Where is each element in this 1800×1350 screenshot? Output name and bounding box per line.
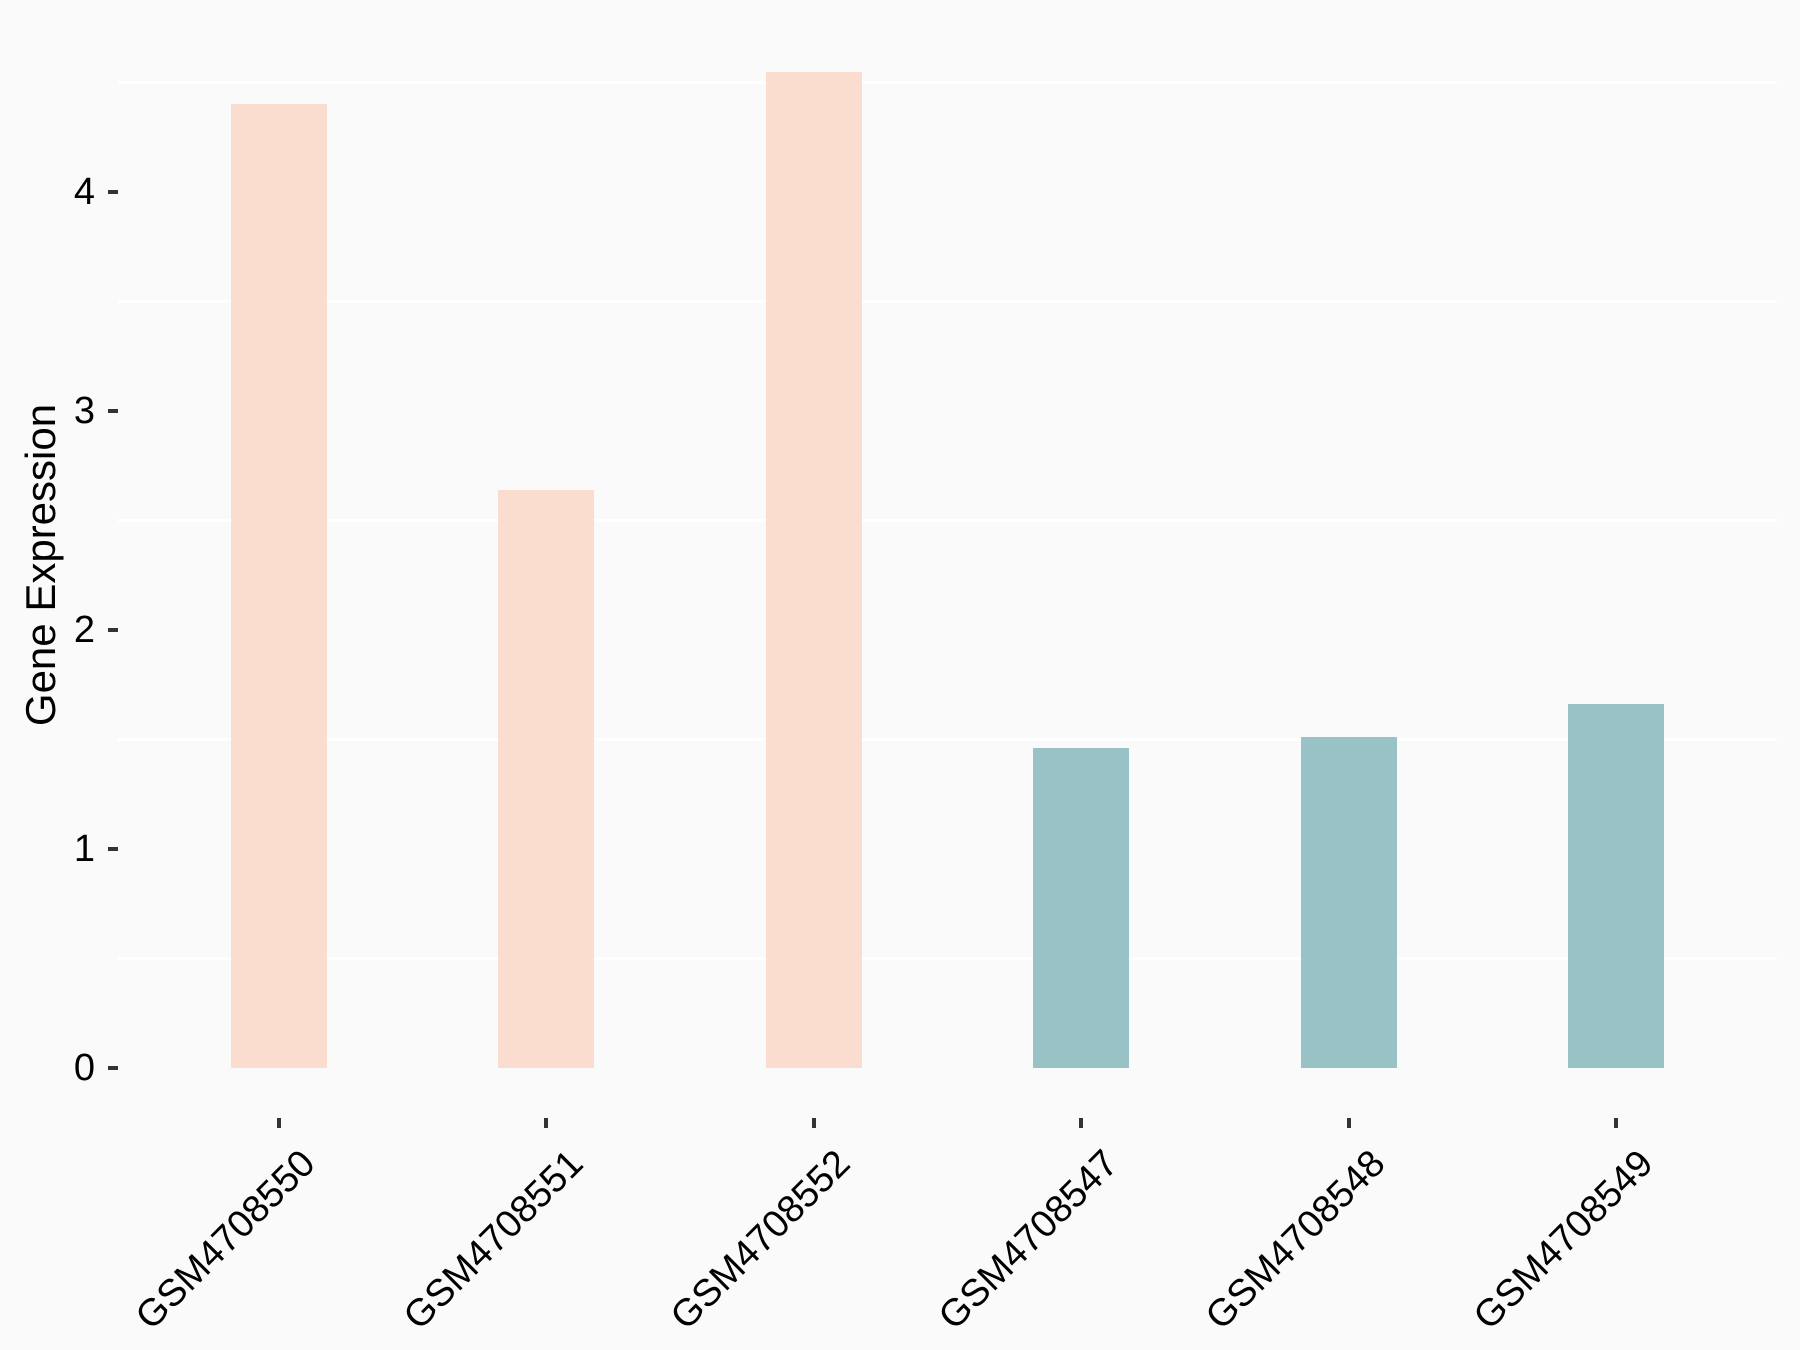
y-tick-mark	[108, 1066, 118, 1070]
x-tick-label: GSM4708548	[1198, 1142, 1394, 1338]
y-tick-label: 1	[73, 828, 95, 870]
y-tick-mark	[108, 628, 118, 632]
bar-GSM4708551	[498, 489, 595, 1068]
y-tick-label: 2	[73, 609, 95, 651]
minor-gridline	[118, 81, 1777, 84]
x-tick-label: GSM4708550	[128, 1142, 324, 1338]
x-tick-label: GSM4708552	[663, 1142, 859, 1338]
minor-gridline	[118, 300, 1777, 303]
y-tick-label: 4	[73, 171, 95, 213]
x-tick-label: GSM4708547	[930, 1142, 1127, 1338]
bar-GSM4708550	[230, 104, 327, 1068]
minor-gridline	[118, 957, 1777, 960]
x-tick-mark	[1346, 1118, 1351, 1128]
bar-GSM4708552	[765, 71, 862, 1068]
minor-gridline	[118, 519, 1777, 522]
x-tick-mark	[1614, 1118, 1619, 1128]
y-tick-label: 3	[73, 390, 95, 432]
x-tick-label: GSM4708549	[1465, 1142, 1662, 1338]
bar-GSM4708547	[1033, 748, 1130, 1068]
y-tick-mark	[108, 847, 118, 851]
bar-GSM4708549	[1568, 704, 1665, 1068]
bar-GSM4708548	[1300, 737, 1397, 1068]
x-tick-mark	[811, 1118, 816, 1128]
x-tick-label: GSM4708551	[395, 1142, 592, 1338]
y-tick-mark	[108, 190, 118, 194]
y-axis-title: Gene Expression	[17, 403, 64, 727]
x-tick-mark	[1079, 1118, 1084, 1128]
x-tick-mark	[544, 1118, 549, 1128]
x-tick-mark	[276, 1118, 281, 1128]
y-tick-label: 0	[73, 1047, 95, 1089]
y-tick-mark	[108, 409, 118, 413]
minor-gridline	[118, 738, 1777, 741]
